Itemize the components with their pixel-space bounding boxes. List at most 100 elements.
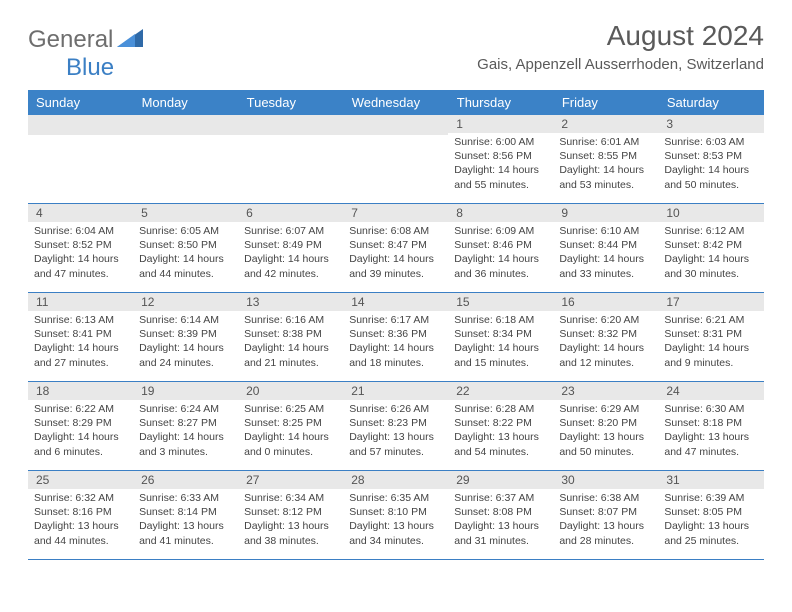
day-number: 23 — [553, 382, 658, 400]
calendar-cell: 14Sunrise: 6:17 AMSunset: 8:36 PMDayligh… — [343, 293, 448, 382]
sunrise-text: Sunrise: 6:00 AM — [454, 135, 547, 149]
sunrise-text: Sunrise: 6:03 AM — [664, 135, 757, 149]
daylight-text: Daylight: 13 hours and 54 minutes. — [454, 430, 547, 458]
sunrise-text: Sunrise: 6:10 AM — [559, 224, 652, 238]
sunset-text: Sunset: 8:31 PM — [664, 327, 757, 341]
sunset-text: Sunset: 8:10 PM — [349, 505, 442, 519]
daylight-text: Daylight: 14 hours and 53 minutes. — [559, 163, 652, 191]
day-header: Thursday — [448, 90, 553, 115]
daylight-text: Daylight: 14 hours and 39 minutes. — [349, 252, 442, 280]
day-details: Sunrise: 6:00 AMSunset: 8:56 PMDaylight:… — [448, 133, 553, 196]
day-details: Sunrise: 6:33 AMSunset: 8:14 PMDaylight:… — [133, 489, 238, 552]
calendar-cell: 30Sunrise: 6:38 AMSunset: 8:07 PMDayligh… — [553, 471, 658, 560]
calendar-cell — [28, 115, 133, 204]
day-details: Sunrise: 6:26 AMSunset: 8:23 PMDaylight:… — [343, 400, 448, 463]
day-number: 4 — [28, 204, 133, 222]
day-details: Sunrise: 6:25 AMSunset: 8:25 PMDaylight:… — [238, 400, 343, 463]
day-details: Sunrise: 6:09 AMSunset: 8:46 PMDaylight:… — [448, 222, 553, 285]
calendar-week-row: 1Sunrise: 6:00 AMSunset: 8:56 PMDaylight… — [28, 115, 764, 204]
daylight-text: Daylight: 14 hours and 18 minutes. — [349, 341, 442, 369]
sunset-text: Sunset: 8:29 PM — [34, 416, 127, 430]
calendar-cell: 17Sunrise: 6:21 AMSunset: 8:31 PMDayligh… — [658, 293, 763, 382]
sunset-text: Sunset: 8:07 PM — [559, 505, 652, 519]
day-details: Sunrise: 6:38 AMSunset: 8:07 PMDaylight:… — [553, 489, 658, 552]
sunrise-text: Sunrise: 6:22 AM — [34, 402, 127, 416]
calendar-cell: 12Sunrise: 6:14 AMSunset: 8:39 PMDayligh… — [133, 293, 238, 382]
day-details: Sunrise: 6:28 AMSunset: 8:22 PMDaylight:… — [448, 400, 553, 463]
sunrise-text: Sunrise: 6:30 AM — [664, 402, 757, 416]
sunrise-text: Sunrise: 6:20 AM — [559, 313, 652, 327]
day-number: 21 — [343, 382, 448, 400]
day-number: 15 — [448, 293, 553, 311]
day-number: 5 — [133, 204, 238, 222]
sunrise-text: Sunrise: 6:04 AM — [34, 224, 127, 238]
sunset-text: Sunset: 8:52 PM — [34, 238, 127, 252]
sunset-text: Sunset: 8:36 PM — [349, 327, 442, 341]
calendar-week-row: 4Sunrise: 6:04 AMSunset: 8:52 PMDaylight… — [28, 204, 764, 293]
daylight-text: Daylight: 14 hours and 3 minutes. — [139, 430, 232, 458]
calendar-week-row: 11Sunrise: 6:13 AMSunset: 8:41 PMDayligh… — [28, 293, 764, 382]
daylight-text: Daylight: 14 hours and 21 minutes. — [244, 341, 337, 369]
sunrise-text: Sunrise: 6:33 AM — [139, 491, 232, 505]
calendar-week-row: 25Sunrise: 6:32 AMSunset: 8:16 PMDayligh… — [28, 471, 764, 560]
sunset-text: Sunset: 8:18 PM — [664, 416, 757, 430]
day-number: 1 — [448, 115, 553, 133]
day-number: 30 — [553, 471, 658, 489]
daylight-text: Daylight: 14 hours and 42 minutes. — [244, 252, 337, 280]
day-number: 8 — [448, 204, 553, 222]
day-number: 7 — [343, 204, 448, 222]
calendar-cell: 27Sunrise: 6:34 AMSunset: 8:12 PMDayligh… — [238, 471, 343, 560]
day-details: Sunrise: 6:16 AMSunset: 8:38 PMDaylight:… — [238, 311, 343, 374]
day-details: Sunrise: 6:37 AMSunset: 8:08 PMDaylight:… — [448, 489, 553, 552]
daylight-text: Daylight: 14 hours and 6 minutes. — [34, 430, 127, 458]
sunrise-text: Sunrise: 6:14 AM — [139, 313, 232, 327]
sunrise-text: Sunrise: 6:35 AM — [349, 491, 442, 505]
sunrise-text: Sunrise: 6:28 AM — [454, 402, 547, 416]
calendar-cell: 28Sunrise: 6:35 AMSunset: 8:10 PMDayligh… — [343, 471, 448, 560]
day-details: Sunrise: 6:10 AMSunset: 8:44 PMDaylight:… — [553, 222, 658, 285]
calendar-cell: 26Sunrise: 6:33 AMSunset: 8:14 PMDayligh… — [133, 471, 238, 560]
day-number: 13 — [238, 293, 343, 311]
day-details: Sunrise: 6:04 AMSunset: 8:52 PMDaylight:… — [28, 222, 133, 285]
day-details: Sunrise: 6:07 AMSunset: 8:49 PMDaylight:… — [238, 222, 343, 285]
day-details: Sunrise: 6:29 AMSunset: 8:20 PMDaylight:… — [553, 400, 658, 463]
calendar-cell: 20Sunrise: 6:25 AMSunset: 8:25 PMDayligh… — [238, 382, 343, 471]
daylight-text: Daylight: 14 hours and 9 minutes. — [664, 341, 757, 369]
sunset-text: Sunset: 8:22 PM — [454, 416, 547, 430]
calendar-cell: 6Sunrise: 6:07 AMSunset: 8:49 PMDaylight… — [238, 204, 343, 293]
calendar-cell: 23Sunrise: 6:29 AMSunset: 8:20 PMDayligh… — [553, 382, 658, 471]
day-details: Sunrise: 6:18 AMSunset: 8:34 PMDaylight:… — [448, 311, 553, 374]
sunset-text: Sunset: 8:14 PM — [139, 505, 232, 519]
logo-word-1: General — [28, 26, 113, 53]
sunrise-text: Sunrise: 6:21 AM — [664, 313, 757, 327]
sunrise-text: Sunrise: 6:07 AM — [244, 224, 337, 238]
sunset-text: Sunset: 8:56 PM — [454, 149, 547, 163]
sunset-text: Sunset: 8:32 PM — [559, 327, 652, 341]
sunset-text: Sunset: 8:20 PM — [559, 416, 652, 430]
calendar-cell: 15Sunrise: 6:18 AMSunset: 8:34 PMDayligh… — [448, 293, 553, 382]
daylight-text: Daylight: 13 hours and 31 minutes. — [454, 519, 547, 547]
day-details: Sunrise: 6:35 AMSunset: 8:10 PMDaylight:… — [343, 489, 448, 552]
day-number: 18 — [28, 382, 133, 400]
day-number: 24 — [658, 382, 763, 400]
sunrise-text: Sunrise: 6:13 AM — [34, 313, 127, 327]
daylight-text: Daylight: 13 hours and 25 minutes. — [664, 519, 757, 547]
day-details: Sunrise: 6:21 AMSunset: 8:31 PMDaylight:… — [658, 311, 763, 374]
day-number: 22 — [448, 382, 553, 400]
calendar-cell: 4Sunrise: 6:04 AMSunset: 8:52 PMDaylight… — [28, 204, 133, 293]
calendar-cell: 13Sunrise: 6:16 AMSunset: 8:38 PMDayligh… — [238, 293, 343, 382]
day-details: Sunrise: 6:34 AMSunset: 8:12 PMDaylight:… — [238, 489, 343, 552]
daylight-text: Daylight: 14 hours and 47 minutes. — [34, 252, 127, 280]
day-number — [28, 115, 133, 135]
day-number: 28 — [343, 471, 448, 489]
calendar-cell: 10Sunrise: 6:12 AMSunset: 8:42 PMDayligh… — [658, 204, 763, 293]
day-number: 20 — [238, 382, 343, 400]
day-number: 27 — [238, 471, 343, 489]
location-subtitle: Gais, Appenzell Ausserrhoden, Switzerlan… — [477, 56, 764, 73]
day-number: 17 — [658, 293, 763, 311]
calendar-week-row: 18Sunrise: 6:22 AMSunset: 8:29 PMDayligh… — [28, 382, 764, 471]
sunset-text: Sunset: 8:23 PM — [349, 416, 442, 430]
day-number: 9 — [553, 204, 658, 222]
page-title: August 2024 — [477, 20, 764, 52]
header-right: August 2024 Gais, Appenzell Ausserrhoden… — [477, 20, 764, 73]
